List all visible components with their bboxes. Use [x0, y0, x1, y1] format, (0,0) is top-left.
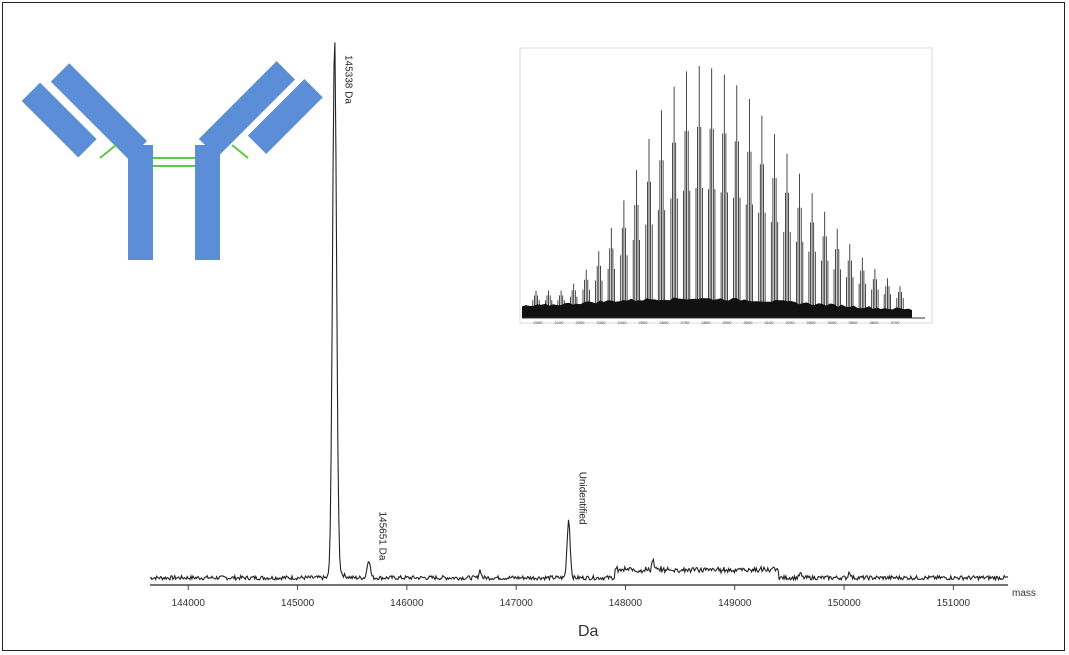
antibody-heavy-chain-left-arm [50, 63, 148, 160]
inset-charge-state-peaks [532, 66, 904, 310]
peak-markers: 145338 Da 145651 Da Unidentified [343, 55, 588, 561]
inset-x-tick-label: 2300 [597, 320, 607, 325]
x-tick-label: 146000 [390, 598, 424, 609]
x-tick-label: 151000 [937, 598, 971, 609]
inset-x-tick-label: 2500 [639, 320, 649, 325]
x-unit-label: mass [1012, 588, 1036, 599]
inset-baseline-band [522, 297, 912, 318]
peak-label: 145651 Da [377, 511, 388, 560]
antibody-heavy-chain-right-stem [195, 145, 220, 260]
inset-x-tick-label: 3400 [828, 320, 838, 325]
deconvoluted-mass-spectrum: 144000 145000 146000 147000 148000 149000 1500… [149, 42, 1036, 640]
inset-x-tick-label: 3600 [870, 320, 880, 325]
inset-x-tick-label: 2800 [702, 320, 712, 325]
antibody-light-chain-right [247, 79, 323, 154]
inset-x-tick-label: 2200 [576, 320, 586, 325]
x-tick-label: 145000 [281, 598, 315, 609]
inset-x-tick-label: 2600 [660, 320, 670, 325]
x-axis-ticks: 144000 145000 146000 147000 148000 149000 1500… [172, 585, 971, 609]
x-tick-label: 148000 [609, 598, 643, 609]
inset-raw-spectrum: 2000 2100 2200 2300 2400 2500 2600 2700 2800 2900… [519, 47, 933, 325]
inset-x-tick-label: 2400 [618, 320, 628, 325]
x-tick-label: 149000 [718, 598, 752, 609]
peak-label: Unidentified [577, 472, 588, 525]
inset-x-tick-label: 3300 [807, 320, 817, 325]
inset-x-tick-label: 2100 [555, 320, 565, 325]
antibody-heavy-chain-left-stem [128, 145, 153, 260]
disulfide-bond-right [231, 144, 249, 159]
antibody-icon [21, 61, 323, 260]
disulfide-bond-left [99, 144, 117, 159]
spectrum-trace [149, 42, 1009, 582]
inset-x-tick-label: 2000 [534, 320, 544, 325]
x-tick-label: 144000 [172, 598, 206, 609]
inset-x-tick-label: 3000 [744, 320, 754, 325]
inset-x-axis-ticks: 2000 2100 2200 2300 2400 2500 2600 2700 2800 2900… [534, 320, 901, 325]
antibody-light-chain-left [21, 82, 97, 158]
x-axis-title: Da [578, 623, 599, 640]
inset-x-tick-label: 3200 [786, 320, 796, 325]
antibody-heavy-chain-right-arm [198, 61, 296, 158]
inset-x-tick-label: 3100 [765, 320, 775, 325]
inset-x-tick-label: 2900 [723, 320, 733, 325]
inset-x-tick-label: 3700 [891, 320, 901, 325]
inset-x-tick-label: 2700 [681, 320, 691, 325]
x-tick-label: 150000 [827, 598, 861, 609]
peak-label: 145338 Da [343, 55, 354, 104]
inset-x-tick-label: 3500 [849, 320, 859, 325]
x-tick-label: 147000 [499, 598, 533, 609]
